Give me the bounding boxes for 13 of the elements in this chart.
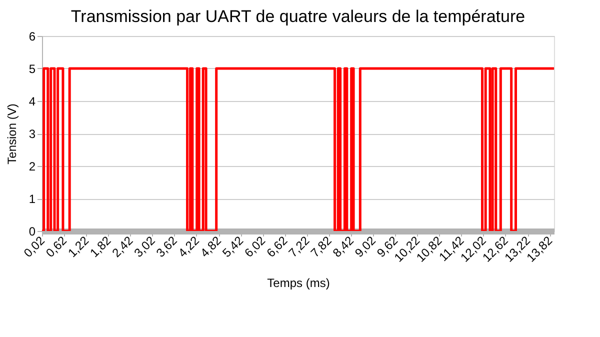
y-tick-label: 1 xyxy=(28,192,36,206)
x-tick-label: 6,02 xyxy=(242,233,268,260)
x-tick-label: 4,22 xyxy=(176,233,202,260)
y-tick-label: 6 xyxy=(28,30,36,44)
y-axis-title: Tension (V) xyxy=(4,104,19,164)
y-tick-label: 3 xyxy=(28,127,36,141)
x-axis-title: Temps (ms) xyxy=(267,276,330,290)
y-tick-label: 0 xyxy=(28,224,36,238)
x-tick-label: 0,62 xyxy=(43,233,70,260)
y-tick-label: 5 xyxy=(28,62,36,76)
y-tick-label: 2 xyxy=(28,160,36,174)
chart-title: Transmission par UART de quatre valeurs de la température xyxy=(70,7,526,26)
y-tick-label: 4 xyxy=(28,94,36,108)
